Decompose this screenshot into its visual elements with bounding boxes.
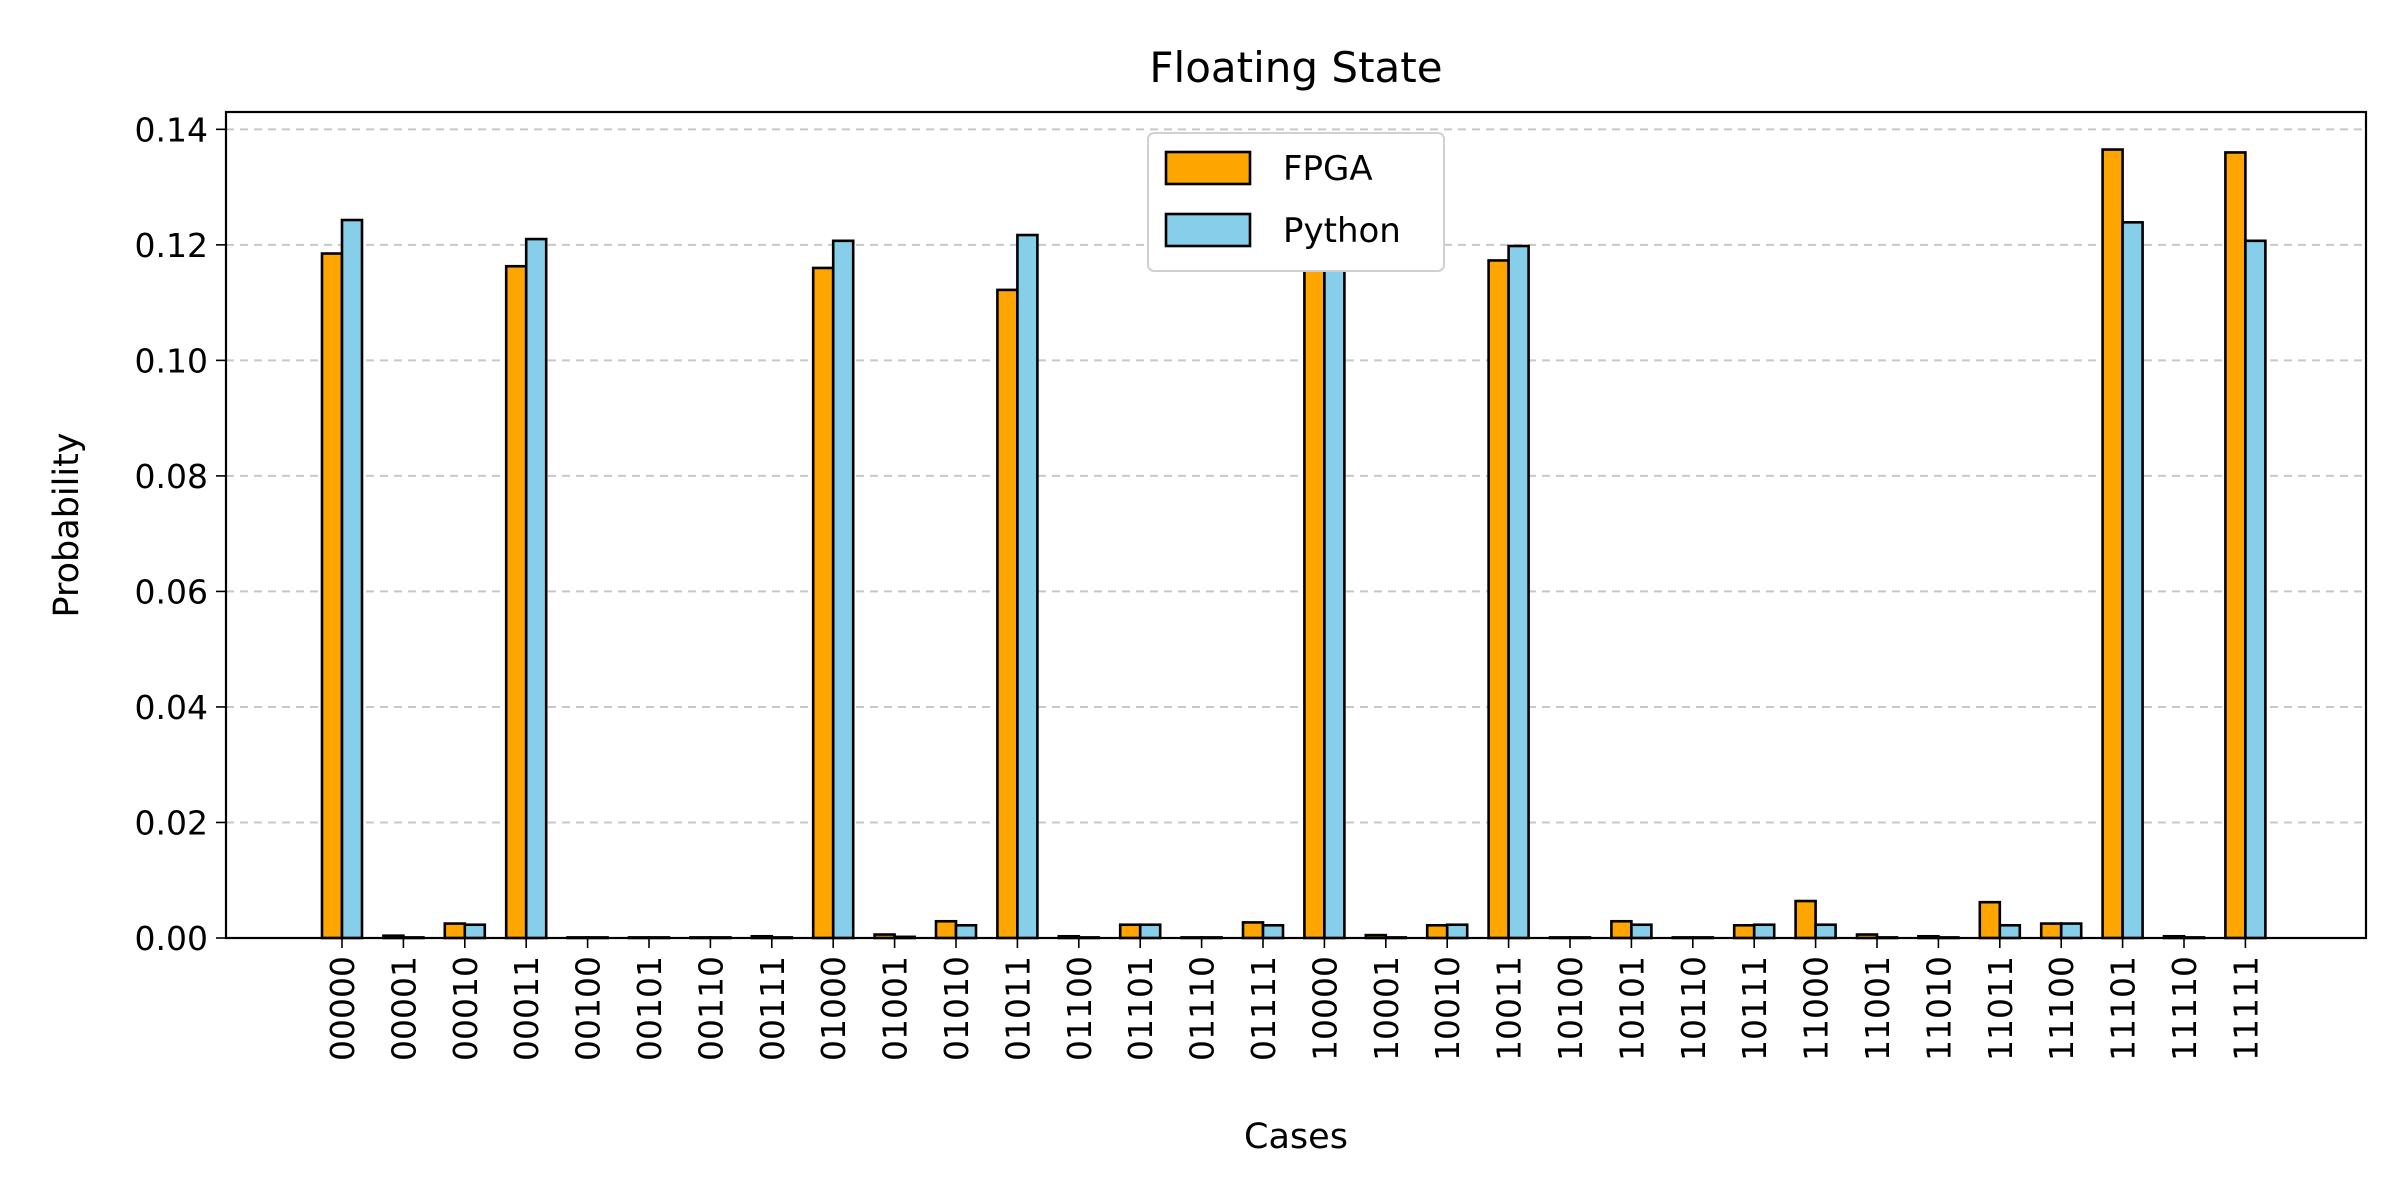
bar-python-10000 (1323, 206, 1346, 940)
x-tick-label: 01111 (1244, 956, 1283, 1061)
bar-fpga-01101 (1118, 923, 1142, 940)
bar-python-01111 (1261, 923, 1285, 940)
bar-python-10111 (1752, 923, 1776, 940)
bar-fpga-01111 (1241, 921, 1265, 940)
y-tick-label: 0.08 (135, 457, 208, 496)
x-tick-label: 10111 (1735, 956, 1774, 1061)
legend-swatch-fpga (1164, 150, 1252, 186)
x-tick-label: 11000 (1797, 956, 1836, 1061)
x-tick-label: 01000 (814, 956, 853, 1061)
y-tick-label: 0.04 (135, 688, 208, 727)
x-tick-label: 01010 (937, 956, 976, 1061)
bar-fpga-01010 (934, 919, 958, 940)
bar-fpga-11100 (2039, 922, 2063, 940)
bar-python-11111 (2244, 239, 2267, 940)
bar-python-10010 (1445, 923, 1469, 940)
chart-title: Floating State (1149, 43, 1442, 92)
x-tick-label: 11011 (1981, 956, 2020, 1061)
bar-fpga-11111 (2224, 151, 2247, 940)
x-tick-label: 10000 (1305, 956, 1344, 1061)
x-tick-label: 10100 (1551, 956, 1590, 1061)
bar-fpga-00000 (320, 252, 344, 940)
legend-label-python: Python (1283, 211, 1401, 251)
x-tick-label: 10001 (1367, 956, 1406, 1061)
y-tick-label: 0.00 (135, 919, 208, 958)
x-tick-label: 11010 (1919, 956, 1958, 1061)
x-tick-label: 10110 (1674, 956, 1713, 1061)
bar-python-01000 (831, 239, 855, 940)
x-tick-label: 11001 (1858, 956, 1897, 1061)
x-tick-label: 00111 (753, 956, 792, 1061)
plot-frame (224, 110, 2368, 940)
x-tick-label: 11100 (2042, 956, 2081, 1061)
bar-python-00011 (524, 237, 548, 940)
bar-python-01101 (1138, 923, 1162, 940)
bar-fpga-10000 (1303, 246, 1326, 940)
x-tick-label: 00011 (507, 956, 546, 1061)
bar-fpga-10011 (1487, 259, 1510, 940)
bar-fpga-00010 (443, 922, 467, 940)
x-tick-label: 01001 (876, 956, 915, 1061)
x-tick-label: 10011 (1490, 956, 1529, 1061)
x-tick-label: 00001 (384, 956, 423, 1061)
bar-fpga-10101 (1610, 919, 1633, 940)
x-tick-label: 11111 (2226, 956, 2265, 1061)
x-tick-label: 11101 (2104, 956, 2143, 1061)
bar-python-00000 (340, 218, 364, 940)
bar-python-00010 (463, 923, 487, 940)
bar-fpga-11011 (1978, 900, 2002, 940)
x-axis-title: Cases (1244, 1117, 1348, 1157)
bar-fpga-10111 (1732, 923, 1756, 940)
y-tick-label: 0.12 (135, 226, 208, 265)
x-tick-label: 00000 (323, 956, 362, 1061)
y-tick-label: 0.10 (135, 341, 208, 380)
x-tick-label: 10101 (1612, 956, 1651, 1061)
y-tick-label: 0.02 (135, 803, 208, 842)
bar-fpga-00011 (504, 264, 528, 940)
bar-python-11101 (2121, 221, 2144, 940)
bar-fpga-10010 (1425, 923, 1449, 940)
x-tick-label: 01101 (1121, 956, 1160, 1061)
legend-label-fpga: FPGA (1283, 149, 1373, 189)
x-tick-label: 00100 (569, 956, 608, 1061)
y-tick-label: 0.06 (135, 572, 208, 611)
x-tick-label: 01100 (1060, 956, 1099, 1061)
x-tick-label: 10010 (1428, 956, 1467, 1061)
bar-python-11000 (1814, 923, 1837, 940)
bar-fpga-11000 (1794, 899, 1817, 940)
bar-fpga-01011 (996, 288, 1019, 940)
bar-python-11011 (1998, 923, 2022, 940)
bar-fpga-11101 (2101, 148, 2124, 940)
x-tick-label: 00101 (630, 956, 669, 1061)
bar-python-01010 (954, 923, 978, 940)
x-tick-label: 00110 (691, 956, 730, 1061)
y-axis-title: Probability (47, 432, 87, 617)
bar-python-10101 (1630, 923, 1653, 940)
x-tick-label: 01110 (1183, 956, 1222, 1061)
legend: FPGA Python (1147, 132, 1445, 272)
x-tick-label: 00010 (446, 956, 485, 1061)
x-tick-label: 01011 (998, 956, 1037, 1061)
bars-layer (320, 148, 2267, 940)
bar-python-01011 (1016, 233, 1039, 940)
bar-python-11100 (2059, 922, 2083, 940)
x-tick-label: 11110 (2165, 956, 2204, 1061)
y-axis: 0.00 0.02 0.04 0.06 0.08 0.10 0.12 0.14 (135, 110, 226, 958)
y-tick-label: 0.14 (135, 110, 208, 149)
bar-fpga-01000 (811, 266, 835, 940)
bar-python-10011 (1507, 244, 1530, 940)
x-axis: 00000 00001 00010 00011 00100 00101 00110 00111… (323, 938, 2265, 1061)
legend-swatch-python (1164, 212, 1252, 248)
